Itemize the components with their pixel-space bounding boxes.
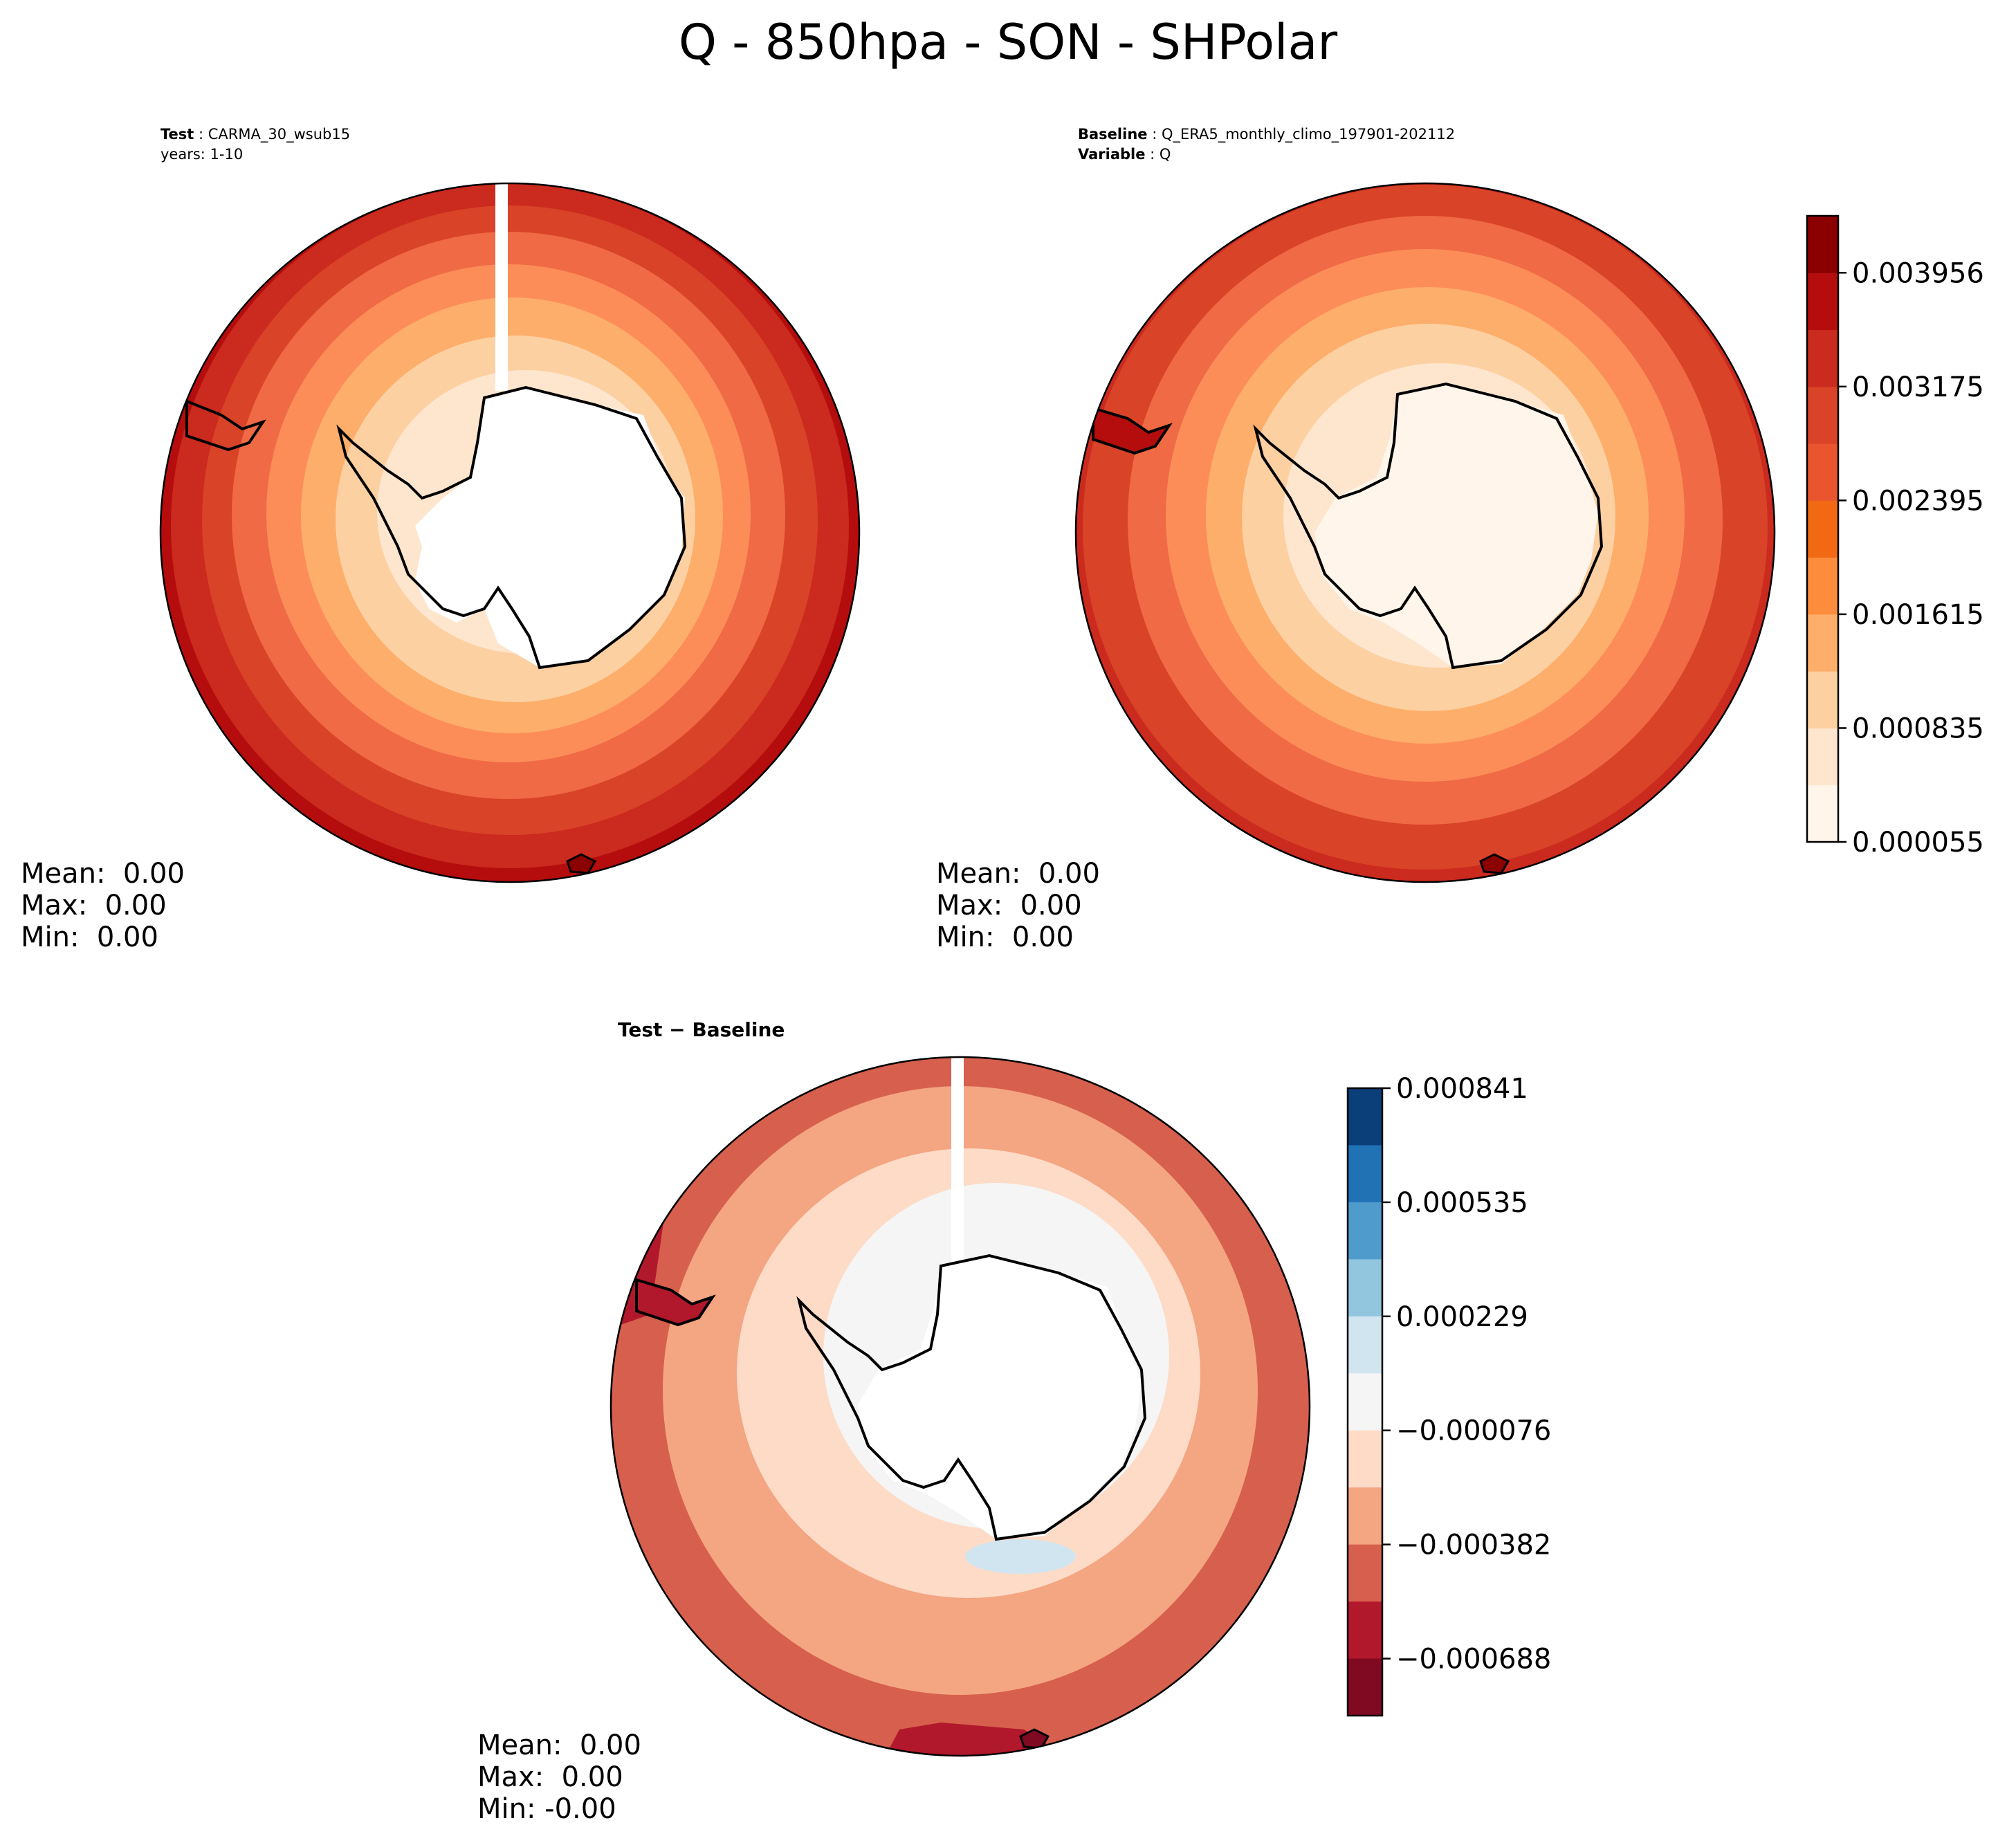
- diff-map-antarctica-fill: [858, 1256, 1142, 1539]
- variable-label-value: Q: [1159, 146, 1171, 163]
- baseline-map-antarctica-fill: [1314, 384, 1598, 668]
- colorbar-diff-swatch: [1348, 1316, 1382, 1374]
- baseline-label-key: Baseline: [1078, 126, 1148, 143]
- baseline-stats-min: Min: 0.00: [936, 921, 1074, 953]
- variable-label-key: Variable: [1078, 146, 1146, 163]
- colorbar-main-swatch: [1807, 671, 1838, 728]
- test-stats: Mean: 0.00 Max: 0.00 Min: 0.00: [21, 858, 185, 953]
- colorbar-main: 0.000055 0.000835 0.001615 0.002395 0.003175…: [1806, 214, 1984, 859]
- colorbar-main-swatch: [1807, 443, 1838, 501]
- test-map-australia-tip: [566, 853, 597, 874]
- colorbar-main-swatch: [1807, 273, 1838, 331]
- colorbar-main-tick-label: 0.002395: [1852, 485, 1984, 517]
- colorbar-main-tick-label: 0.001615: [1852, 599, 1984, 631]
- colorbar-diff-border: [1346, 1087, 1384, 1717]
- test-stats-min: Min: 0.00: [21, 921, 158, 953]
- diff-map-border: [610, 1056, 1311, 1757]
- test-map: [161, 183, 859, 882]
- test-label-key: Test: [161, 126, 194, 143]
- test-years: years: 1-10: [161, 146, 244, 163]
- colorbar-main-swatch: [1807, 614, 1838, 672]
- baseline-stats-max: Max: 0.00: [936, 890, 1082, 921]
- colorbar-diff-swatch: [1348, 1487, 1382, 1545]
- colorbar-main-tick-label: 0.000055: [1852, 827, 1984, 859]
- colorbar-diff-tick-label: −0.000076: [1396, 1415, 1551, 1447]
- colorbar-main-swatch: [1807, 216, 1838, 273]
- colorbar-diff-swatch: [1348, 1088, 1382, 1146]
- colorbar-diff-swatch: [1348, 1259, 1382, 1317]
- test-stats-mean: Mean: 0.00: [21, 858, 185, 890]
- colorbar-main-tick-label: 0.003175: [1852, 371, 1984, 403]
- colorbar-main-swatch: [1807, 500, 1838, 558]
- test-label-value: CARMA_30_wsub15: [208, 126, 351, 143]
- baseline-stats-mean: Mean: 0.00: [936, 858, 1100, 890]
- baseline-label: Baseline : Q_ERA5_monthly_climo_197901-2…: [1078, 126, 1456, 163]
- colorbar-main-tick-label: 0.000835: [1852, 713, 1984, 744]
- colorbar-main-border: [1806, 214, 1840, 843]
- baseline-map: [1076, 183, 1775, 882]
- diff-stats: Mean: 0.00 Max: 0.00 Min: -0.00: [477, 1729, 641, 1825]
- colorbar-diff-swatch: [1348, 1202, 1382, 1260]
- colorbar-main-swatch: [1807, 386, 1838, 444]
- baseline-map-border: [1074, 182, 1776, 883]
- diff-map-south-patch: [886, 1723, 1065, 1756]
- test-label: Test : CARMA_30_wsub15 years: 1-10: [161, 126, 351, 163]
- figure-title: Q - 850hpa - SON - SHPolar: [678, 14, 1338, 71]
- diff-map-south-america: [635, 1278, 716, 1327]
- baseline-stats: Mean: 0.00 Max: 0.00 Min: 0.00: [936, 858, 1100, 953]
- test-map-coastline: [336, 385, 687, 670]
- diff-stats-mean: Mean: 0.00: [477, 1729, 641, 1761]
- colorbar-main-swatch: [1807, 728, 1838, 786]
- diff-map: [611, 1057, 1310, 1756]
- test-map-antarctica-fill: [415, 387, 685, 668]
- colorbar-main-swatch: [1807, 329, 1838, 387]
- colorbar-diff-tick-label: −0.000382: [1396, 1530, 1551, 1561]
- diff-map-missing-wedge: [951, 1057, 964, 1265]
- test-map-missing-wedge: [495, 183, 508, 391]
- baseline-map-south-america: [1092, 406, 1173, 455]
- diff-stats-min: Min: -0.00: [477, 1793, 616, 1825]
- colorbar-diff-swatch: [1348, 1658, 1382, 1716]
- colorbar-diff-tick-label: 0.000841: [1396, 1073, 1528, 1105]
- colorbar-diff-tick-label: −0.000688: [1396, 1644, 1551, 1676]
- colorbar-diff-swatch: [1348, 1430, 1382, 1488]
- colorbar-main-swatch: [1807, 557, 1838, 615]
- diff-map-negative-patch: [965, 1539, 1076, 1574]
- colorbar-diff-swatch: [1348, 1145, 1382, 1203]
- colorbar-main-tick-label: 0.003956: [1852, 257, 1984, 289]
- diff-map-coastline: [796, 1254, 1147, 1541]
- test-map-south-america: [185, 399, 266, 452]
- colorbar-diff-tick-label: 0.000229: [1396, 1301, 1528, 1333]
- diff-map-australia-tip: [1019, 1728, 1050, 1750]
- colorbar-diff-swatch: [1348, 1601, 1382, 1660]
- diff-panel-title: Test − Baseline: [618, 1018, 785, 1041]
- colorbar-diff-tick-label: 0.000535: [1396, 1187, 1528, 1219]
- diff-stats-max: Max: 0.00: [477, 1761, 623, 1793]
- baseline-map-coastline: [1253, 382, 1604, 670]
- baseline-label-value: Q_ERA5_monthly_climo_197901-202112: [1161, 126, 1456, 143]
- test-stats-max: Max: 0.00: [21, 890, 167, 921]
- colorbar-diff-swatch: [1348, 1373, 1382, 1431]
- colorbar-diff-swatch: [1348, 1544, 1382, 1602]
- colorbar-main-swatch: [1807, 784, 1838, 843]
- colorbar-diff: 0.000841 0.000535 0.000229 −0.000076 −0.0003…: [1346, 1073, 1551, 1717]
- test-map-border: [159, 182, 861, 883]
- baseline-map-australia-tip: [1479, 853, 1510, 874]
